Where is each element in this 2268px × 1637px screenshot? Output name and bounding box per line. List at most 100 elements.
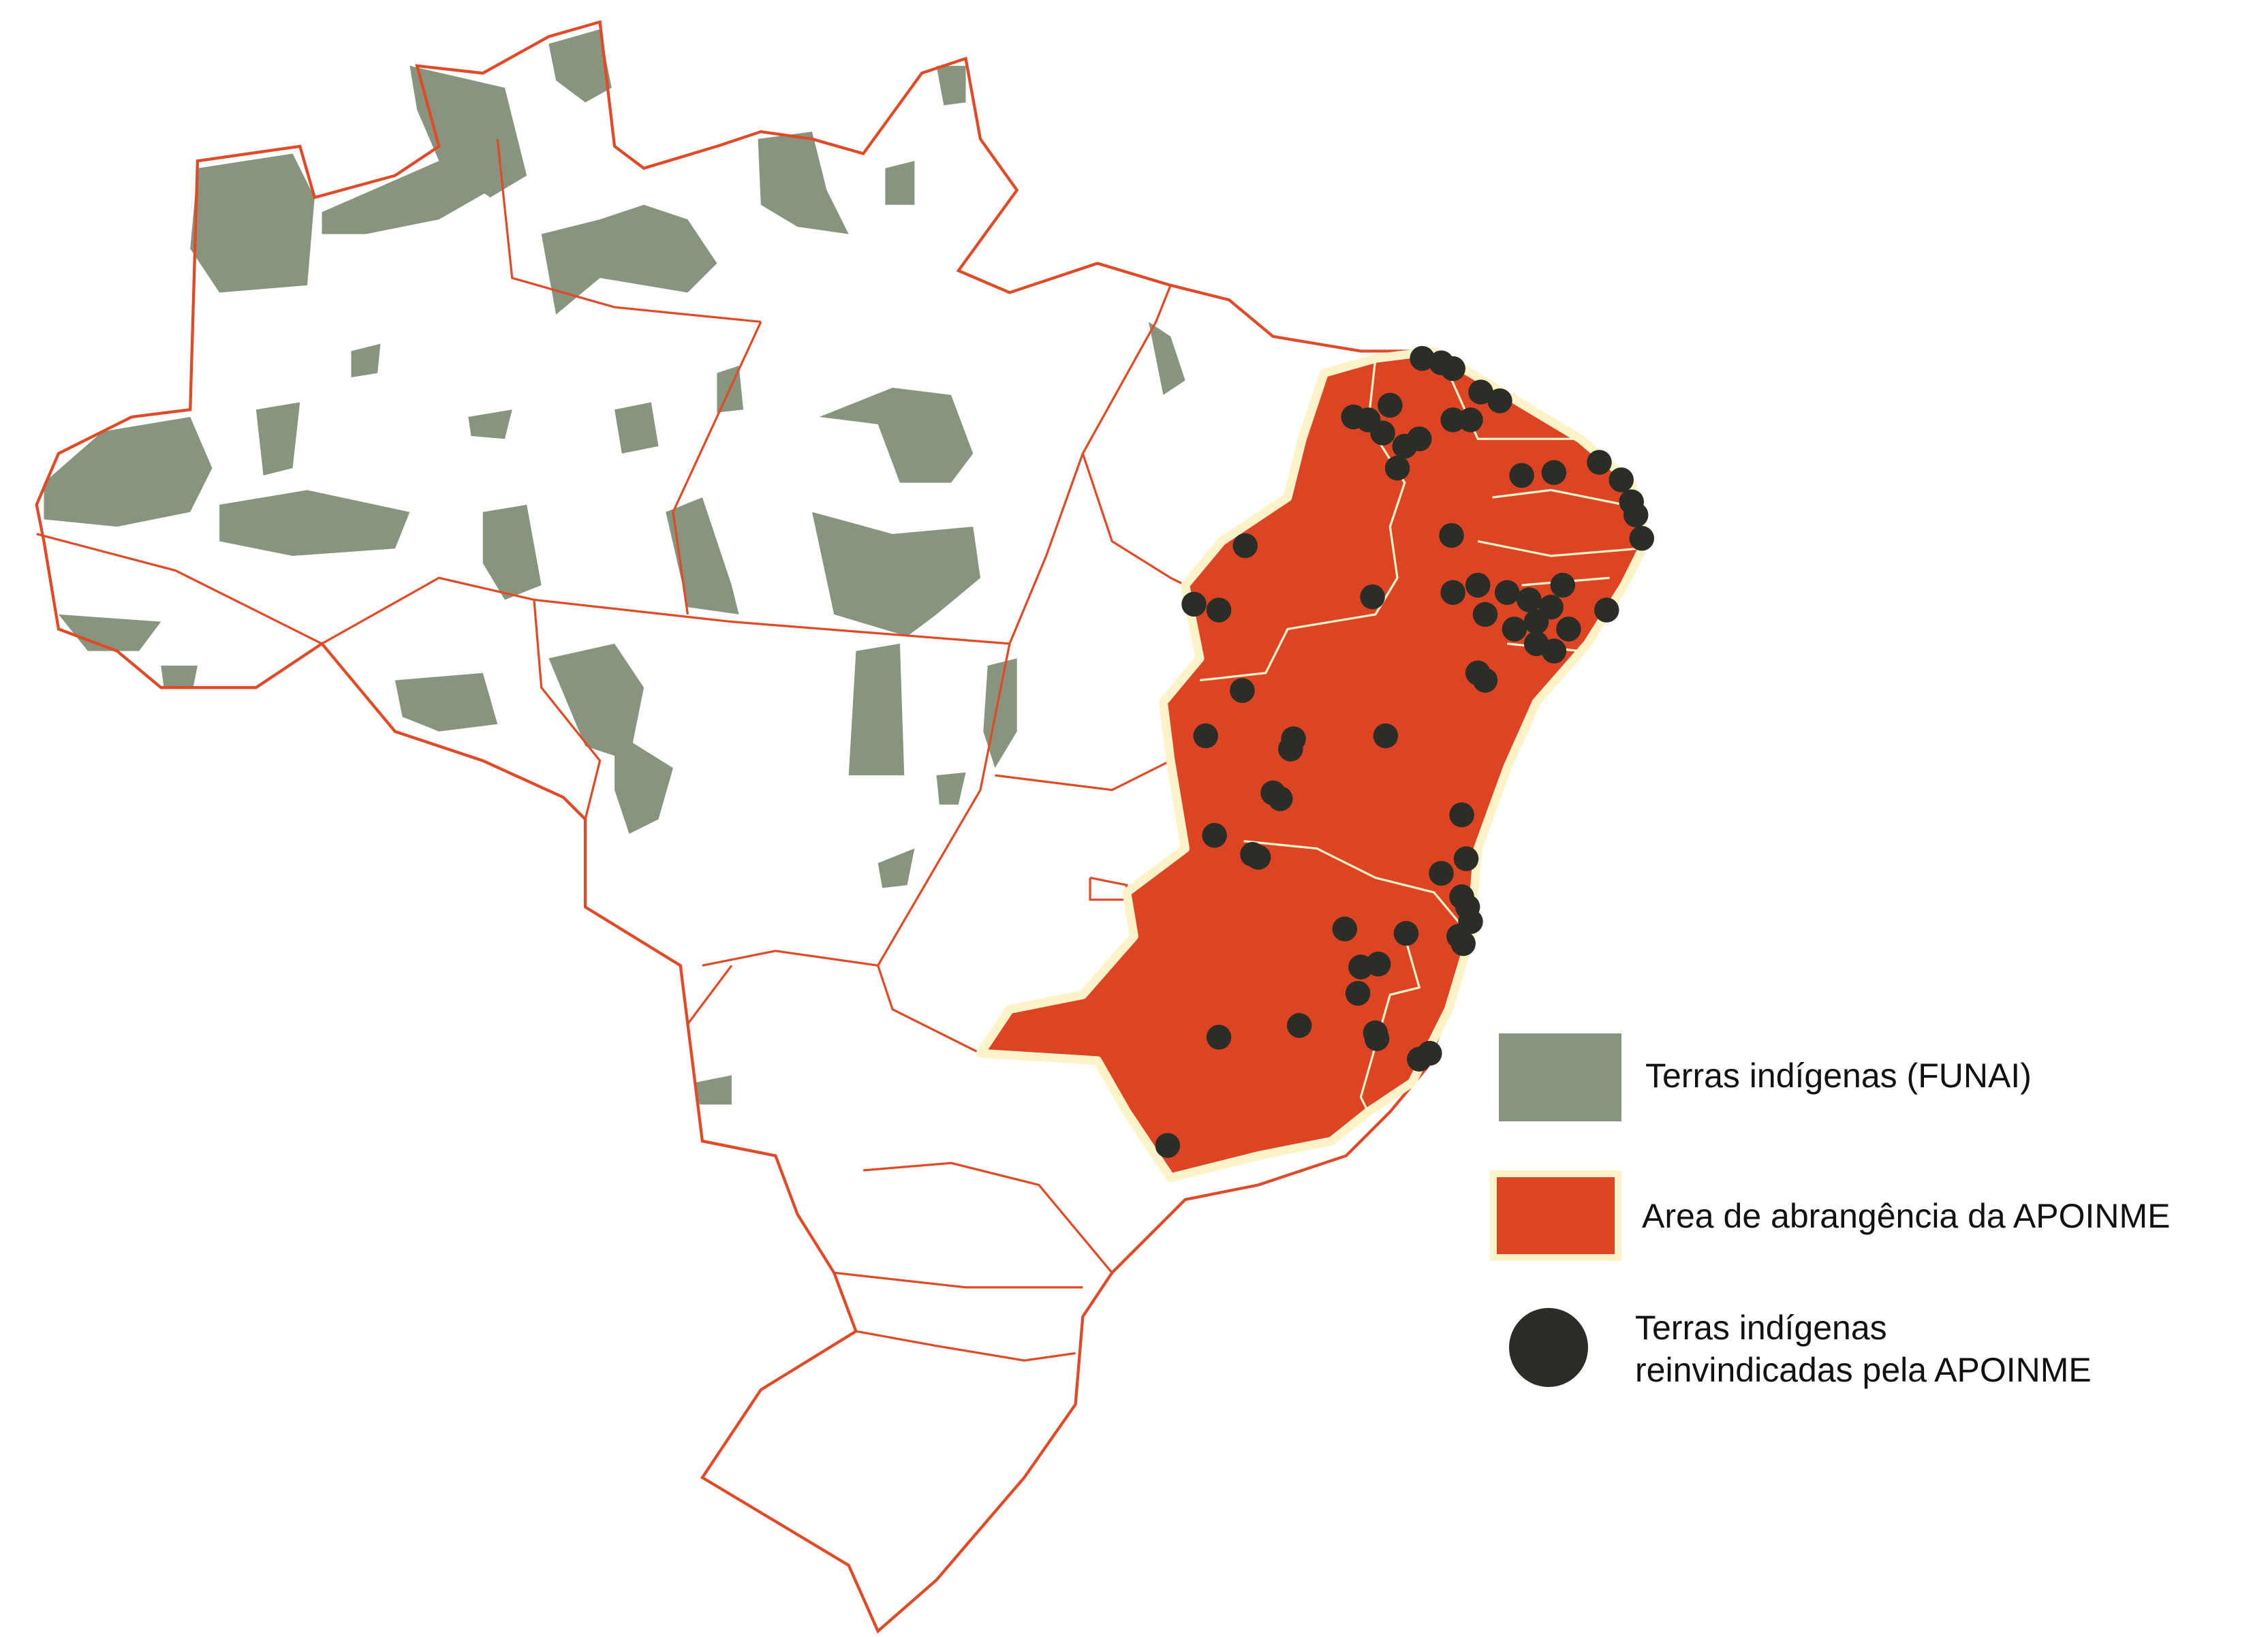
claimed-lands-markers (1155, 345, 1655, 1158)
funai-indigenous-land (615, 731, 673, 835)
state-border-line (702, 950, 878, 967)
funai-indigenous-land (1148, 322, 1185, 395)
state-border-line (1008, 285, 1172, 644)
claimed-land-marker (1494, 580, 1520, 605)
claimed-land-marker (1286, 1013, 1312, 1038)
claimed-land-marker (1449, 802, 1474, 828)
funai-indigenous-land (541, 204, 717, 315)
funai-indigenous-land (409, 65, 527, 198)
funai-indigenous-land (615, 402, 659, 454)
claimed-land-marker (1206, 597, 1232, 623)
claimed-land-marker (1268, 786, 1293, 811)
legend-dot-claimed (1509, 1308, 1588, 1387)
claimed-land-marker (1468, 379, 1493, 405)
apoinme-state-border-line (1359, 935, 1421, 1112)
claimed-land-marker (1384, 455, 1410, 481)
claimed-land-marker (1345, 980, 1371, 1006)
funai-indigenous-land (666, 497, 739, 614)
state-border-line (863, 1162, 1113, 1274)
legend-label-claimed-line2: reinvindicadas pela APOINME (1635, 1351, 2092, 1389)
funai-indigenous-land (877, 848, 915, 888)
claimed-land-marker (1245, 845, 1271, 870)
claimed-land-marker (1629, 526, 1655, 551)
funai-indigenous-land (548, 29, 612, 103)
legend-label-apoinme-area: Area de abrangência da APOINME (1642, 1197, 2171, 1235)
claimed-land-marker (1556, 617, 1581, 642)
claimed-land-marker (1487, 388, 1512, 414)
funai-indigenous-land (758, 131, 849, 234)
funai-indigenous-land (848, 643, 905, 776)
claimed-land-marker (1440, 356, 1465, 381)
claimed-land-marker (1392, 433, 1418, 459)
apoinme-state-border-line (1447, 372, 1581, 440)
claimed-land-marker (1538, 594, 1564, 620)
claimed-land-marker (1453, 846, 1479, 871)
funai-indigenous-land (161, 666, 198, 688)
legend-swatch-funai (1499, 1033, 1621, 1121)
funai-indigenous-land (58, 614, 161, 651)
claimed-land-marker (1410, 345, 1435, 371)
claimed-land-marker (1517, 587, 1542, 612)
claimed-land-marker (1472, 602, 1498, 627)
claimed-land-marker (1373, 723, 1399, 749)
legend-label-claimed-line1: Terras indígenas (1635, 1309, 1887, 1347)
funai-indigenous-land (936, 772, 966, 805)
funai-indigenous-land (468, 409, 512, 439)
state-border-line (533, 599, 602, 820)
claimed-land-marker (1502, 617, 1527, 642)
apoinme-state-border-line (1243, 840, 1472, 937)
funai-indigenous-land (394, 672, 498, 732)
claimed-land-marker (1278, 736, 1303, 762)
claimed-land-marker (1206, 1025, 1232, 1050)
funai-indigenous-land (983, 658, 1017, 768)
state-border-line (1089, 876, 1128, 901)
funai-indigenous-land (811, 512, 980, 637)
claimed-land-marker (1364, 1026, 1390, 1051)
claimed-land-marker (1541, 460, 1567, 485)
state-border-line (1081, 453, 1186, 587)
funai-indigenous-lands-layer (44, 29, 1185, 1105)
funai-indigenous-land (548, 643, 644, 761)
claimed-land-marker (1202, 822, 1227, 848)
claimed-land-marker (1417, 1040, 1442, 1066)
claimed-land-marker (1450, 931, 1476, 956)
state-border-line (856, 1330, 1076, 1362)
claimed-land-marker (1472, 668, 1498, 693)
state-border-line (995, 760, 1171, 792)
apoinme-state-border-line (1492, 488, 1625, 506)
claimed-land-marker (1439, 523, 1464, 548)
state-border-line (672, 321, 762, 615)
funai-indigenous-land (482, 504, 542, 600)
funai-indigenous-land (351, 343, 381, 378)
claimed-land-marker (1365, 951, 1391, 977)
legend-swatch-apoinme-area (1490, 1170, 1621, 1261)
claimed-land-marker (1393, 920, 1419, 946)
claimed-land-marker (1370, 420, 1395, 446)
claimed-land-marker (1230, 678, 1255, 703)
legend-label-funai: Terras indígenas (FUNAI) (1645, 1057, 2032, 1095)
claimed-land-marker (1360, 584, 1385, 610)
claimed-land-marker (1550, 572, 1576, 598)
claimed-land-marker (1181, 591, 1207, 617)
claimed-land-marker (1155, 1133, 1181, 1158)
funai-indigenous-land (885, 161, 915, 205)
claimed-land-marker (1465, 572, 1491, 598)
funai-indigenous-land (322, 161, 491, 234)
state-border-line (687, 965, 733, 1025)
state-borders (36, 138, 1186, 1362)
claimed-land-marker (1509, 463, 1534, 488)
funai-indigenous-land (190, 153, 315, 293)
state-border-line (36, 533, 323, 645)
funai-indigenous-land (819, 388, 974, 483)
funai-indigenous-land (936, 65, 966, 106)
state-border-line (496, 138, 761, 324)
claimed-land-marker (1458, 407, 1483, 433)
claimed-land-marker (1623, 502, 1649, 528)
claimed-land-marker (1587, 450, 1612, 475)
claimed-land-marker (1429, 860, 1454, 886)
claimed-land-marker (1594, 597, 1619, 623)
claimed-land-marker (1332, 916, 1358, 941)
claimed-land-marker (1232, 533, 1258, 559)
funai-indigenous-land (255, 402, 300, 475)
